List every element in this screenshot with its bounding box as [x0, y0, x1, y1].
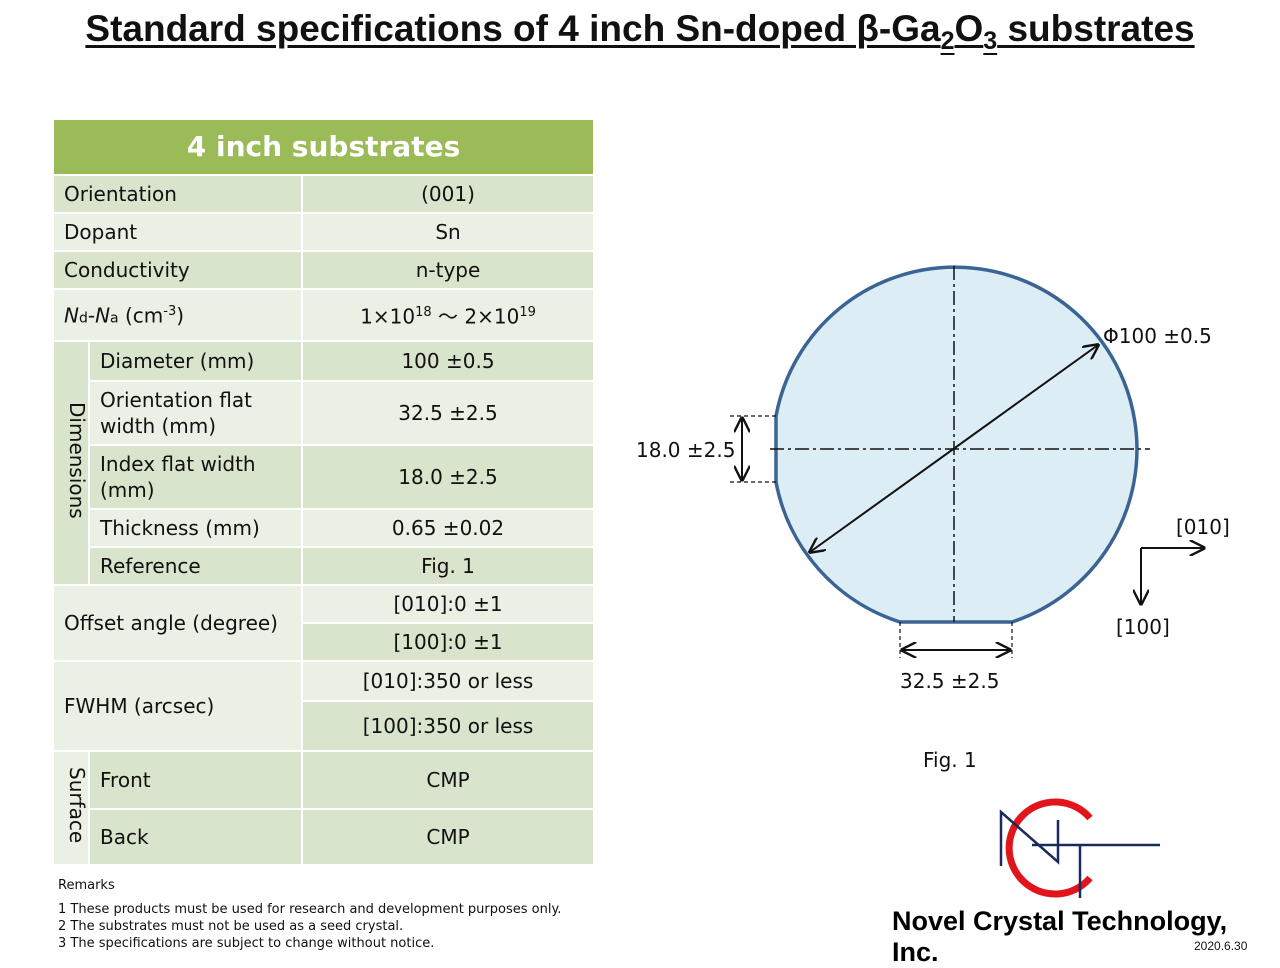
remark-item: 3 The specifications are subject to chan… — [58, 936, 435, 951]
table-row: Surface Front CMP — [52, 750, 596, 866]
table-row: Offset angle (degree) [010]:0 ±1 — [52, 584, 596, 662]
dimension-label: Thickness (mm) — [88, 508, 303, 548]
table-row: [100]:0 ±1 — [53, 622, 596, 662]
document-date: 2020.6.30 — [1194, 939, 1248, 953]
figure-caption: Fig. 1 — [923, 748, 977, 772]
dimension-value: 0.65 ±0.02 — [300, 508, 596, 548]
conductivity-value: n-type — [300, 250, 596, 290]
surface-label: Front — [88, 750, 303, 810]
dimension-value: 18.0 ±2.5 — [300, 444, 596, 510]
dopant-label: Dopant — [52, 212, 303, 252]
dopant-value: Sn — [300, 212, 596, 252]
fwhm-value: [010]:350 or less — [300, 660, 596, 702]
offset-label: Offset angle (degree) — [52, 584, 303, 662]
dimension-value: 32.5 ±2.5 — [300, 380, 596, 446]
surface-value: CMP — [300, 808, 596, 866]
table-row: Back CMP — [53, 808, 596, 866]
table-row: Index flat width (mm) 18.0 ±2.5 — [53, 444, 596, 510]
index-flat-label: 18.0 ±2.5 — [636, 438, 735, 462]
dimension-label: Orientation flat width (mm) — [88, 380, 303, 446]
remarks: Remarks 1 These products must be used fo… — [58, 877, 561, 952]
dimension-label: Reference — [88, 546, 303, 586]
table-row: Dimensions Diameter (mm) 100 ±0.5 — [52, 340, 596, 586]
offset-value: [100]:0 ±1 — [300, 622, 596, 662]
table-row: Conductivity n-type — [52, 250, 596, 290]
axis-100-label: [100] — [1116, 615, 1170, 639]
conductivity-label: Conductivity — [52, 250, 303, 290]
fwhm-value: [100]:350 or less — [300, 700, 596, 752]
surface-label: Back — [88, 808, 303, 866]
table-row: Orientation (001) — [52, 174, 596, 214]
table-row: Thickness (mm) 0.65 ±0.02 — [53, 508, 596, 548]
diameter-label: Φ100 ±0.5 — [1103, 324, 1212, 348]
dimension-label: Diameter (mm) — [88, 340, 303, 382]
fwhm-label: FWHM (arcsec) — [52, 660, 303, 752]
surface-value: CMP — [300, 750, 596, 810]
orientation-flat-label: 32.5 ±2.5 — [900, 669, 999, 693]
remark-item: 2 The substrates must not be used as a s… — [58, 919, 404, 934]
table-row: Dopant Sn — [52, 212, 596, 252]
table-row: [100]:350 or less — [53, 700, 596, 752]
table-row: Orientation flat width (mm) 32.5 ±2.5 — [53, 380, 596, 446]
table-row: Nd-Na (cm-3) 1×1018 ～ 2×1019 — [52, 288, 596, 342]
axis-010-label: [010] — [1176, 515, 1230, 539]
table-row: FWHM (arcsec) [010]:350 or less — [52, 660, 596, 752]
spec-table: 4 inch substrates Orientation (001) Dopa… — [51, 118, 596, 866]
ndna-label: Nd-Na (cm-3) — [52, 288, 303, 342]
orientation-label: Orientation — [52, 174, 303, 214]
dimension-value: 100 ±0.5 — [300, 340, 596, 382]
page-title: Standard specifications of 4 inch Sn-dop… — [85, 8, 1195, 55]
surface-group-label: Surface — [52, 750, 90, 866]
table-header: 4 inch substrates — [51, 118, 596, 176]
remarks-title: Remarks — [58, 878, 115, 893]
remark-item: 1 These products must be used for resear… — [58, 902, 562, 917]
wafer-outline — [774, 265, 1139, 624]
ncT-logo-icon — [999, 798, 1160, 898]
dimensions-group-label: Dimensions — [52, 340, 90, 586]
orientation-value: (001) — [300, 174, 596, 214]
table-row: Reference Fig. 1 — [53, 546, 596, 586]
offset-value: [010]:0 ±1 — [300, 584, 596, 624]
ndna-value: 1×1018 ～ 2×1019 — [300, 288, 596, 342]
dimension-value: Fig. 1 — [300, 546, 596, 586]
diameter-arrow — [810, 345, 1098, 552]
company-name: Novel Crystal Technology, Inc. — [892, 906, 1228, 967]
dimension-label: Index flat width (mm) — [88, 444, 303, 510]
